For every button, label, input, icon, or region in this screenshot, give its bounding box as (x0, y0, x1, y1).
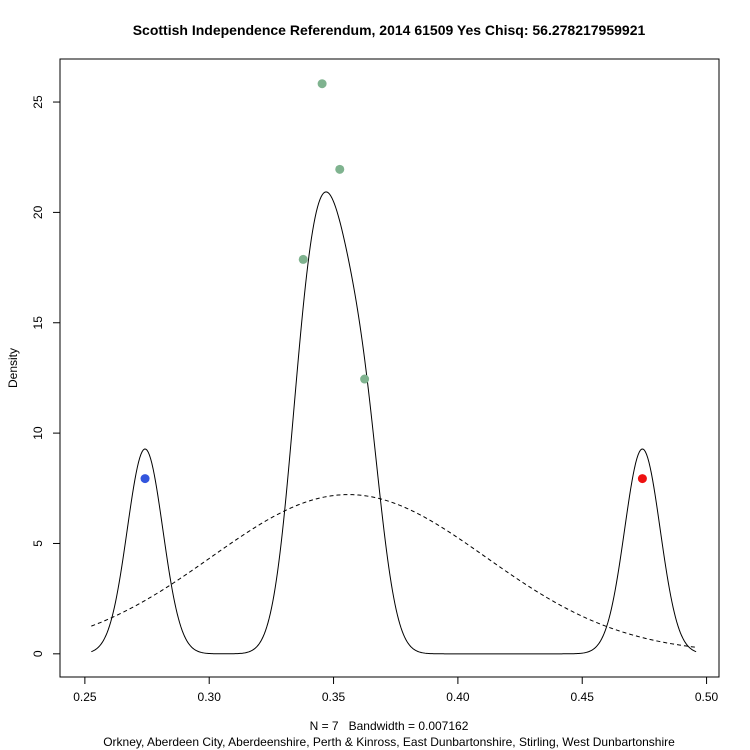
y-axis: 0 5 10 15 20 25 (31, 95, 61, 657)
y-tick-label: 10 (31, 426, 45, 440)
y-tick-label: 15 (31, 316, 45, 330)
x-tick-label: 0.35 (322, 690, 346, 704)
data-point (140, 474, 150, 484)
x-tick-label: 0.40 (446, 690, 470, 704)
data-point (360, 374, 370, 384)
chart-title: Scottish Independence Referendum, 2014 6… (133, 22, 646, 38)
data-point (317, 79, 327, 89)
y-tick-label: 5 (31, 540, 45, 547)
normal-density-curve (91, 494, 697, 648)
y-tick-label: 25 (31, 95, 45, 109)
x-tick-label: 0.30 (198, 690, 222, 704)
x-tick-label: 0.50 (695, 690, 719, 704)
data-point (298, 254, 308, 264)
y-tick-label: 0 (31, 650, 45, 657)
data-points (140, 79, 647, 484)
y-tick-label: 20 (31, 205, 45, 219)
x-axis: 0.25 0.30 0.35 0.40 0.45 0.50 (73, 676, 719, 704)
x-axis-label: N = 7 Bandwidth = 0.007162 (310, 719, 469, 733)
x-tick-label: 0.25 (73, 690, 97, 704)
data-point (335, 164, 345, 174)
y-axis-label: Density (6, 348, 20, 388)
region-list-label: Orkney, Aberdeen City, Aberdeenshire, Pe… (103, 735, 675, 749)
x-tick-label: 0.45 (571, 690, 595, 704)
data-point (637, 474, 647, 484)
kde-density-curve (91, 191, 697, 655)
